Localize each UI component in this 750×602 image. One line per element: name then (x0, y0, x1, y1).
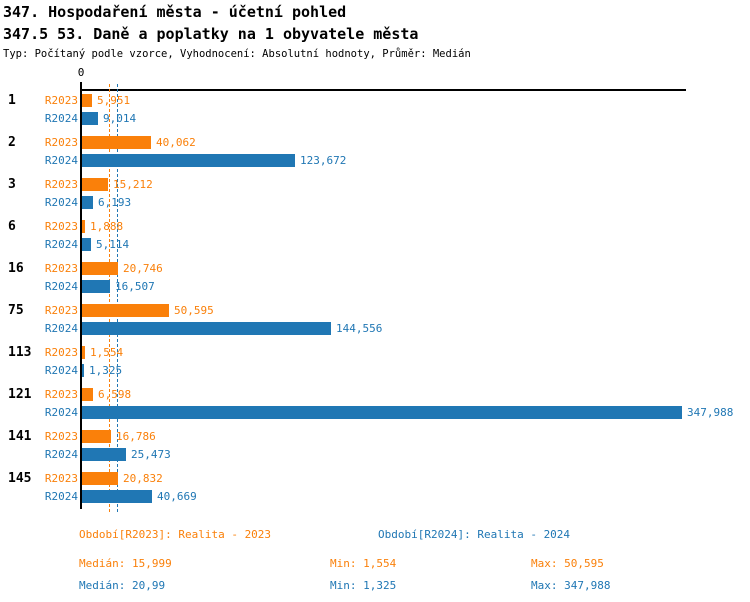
bar-r2024 (82, 490, 152, 503)
category-label: 121 (8, 387, 32, 402)
bar-value-label: 144,556 (336, 322, 383, 335)
category-label: 145 (8, 471, 32, 486)
bar-value-label: 9,014 (103, 112, 137, 125)
legend-item-r2024: Období[R2024]: Realita - 2024 (378, 528, 571, 541)
bar-r2024 (82, 280, 110, 293)
bar-r2023 (82, 178, 108, 191)
legend-item-r2023: Období[R2023]: Realita - 2023 (79, 528, 272, 541)
series-label-r2023: R2023 (44, 178, 78, 191)
bar-r2023 (82, 430, 111, 443)
series-label-r2023: R2023 (44, 346, 78, 359)
bar-value-label: 5,114 (96, 238, 130, 251)
series-label-r2024: R2024 (44, 280, 78, 293)
bar-value-label: 20,832 (123, 472, 163, 485)
bar-r2023 (82, 388, 93, 401)
report-subtitle: 347.5 53. Daně a poplatky na 1 obyvatele… (3, 25, 419, 43)
bar-r2024 (82, 406, 682, 419)
bar-r2023 (82, 346, 85, 359)
bar-r2023 (82, 262, 118, 275)
bar-r2023 (82, 136, 151, 149)
category-label: 16 (8, 261, 24, 276)
report-title: 347. Hospodaření města - účetní pohled (3, 3, 347, 21)
bar-value-label: 20,746 (123, 262, 163, 275)
series-label-r2024: R2024 (44, 448, 78, 461)
series-label-r2024: R2024 (44, 490, 78, 503)
chart-area: 347. Hospodaření města - účetní pohled 3… (3, 3, 734, 512)
y-axis-line (80, 82, 82, 509)
x-axis-line (80, 89, 686, 91)
series-label-r2023: R2023 (44, 304, 78, 317)
series-label-r2024: R2024 (44, 196, 78, 209)
bar-value-label: 5,951 (97, 94, 131, 107)
bar-value-label: 40,062 (156, 136, 196, 149)
category-label: 141 (8, 429, 32, 444)
bar-value-label: 6,193 (98, 196, 132, 209)
series-label-r2024: R2024 (44, 112, 78, 125)
median-line-r2024 (117, 84, 118, 512)
x-axis-zero-tick-label: 0 (77, 66, 85, 79)
bar-value-label: 40,669 (157, 490, 197, 503)
bar-value-label: 50,595 (174, 304, 214, 317)
series-label-r2024: R2024 (44, 364, 78, 377)
series-label-r2024: R2024 (44, 154, 78, 167)
bar-r2024 (82, 448, 126, 461)
bar-value-label: 123,672 (300, 154, 347, 167)
series-label-r2024: R2024 (44, 238, 78, 251)
stat-min-r2024: Min: 1,325 (330, 579, 397, 592)
series-label-r2023: R2023 (44, 262, 78, 275)
bar-r2023 (82, 472, 118, 485)
category-label: 3 (8, 177, 16, 192)
bar-r2024 (82, 154, 295, 167)
series-label-r2023: R2023 (44, 388, 78, 401)
series-label-r2023: R2023 (44, 136, 78, 149)
bar-r2024 (82, 364, 84, 377)
bar-r2023 (82, 94, 92, 107)
category-label: 2 (8, 135, 16, 150)
report-meta: Typ: Počítaný podle vzorce, Vyhodnocení:… (3, 48, 471, 60)
bar-value-label: 6,598 (98, 388, 132, 401)
series-label-r2023: R2023 (44, 472, 78, 485)
bar-r2024 (82, 238, 91, 251)
category-label: 1 (8, 93, 16, 108)
stat-median-r2024: Medián: 20,99 (79, 579, 166, 592)
median-line-r2023 (109, 84, 110, 512)
bar-r2024 (82, 322, 331, 335)
bar-r2023 (82, 304, 169, 317)
bar-value-label: 16,786 (116, 430, 156, 443)
category-label: 6 (8, 219, 16, 234)
stat-max-r2024: Max: 347,988 (531, 579, 611, 592)
stat-min-r2023: Min: 1,554 (330, 557, 397, 570)
series-label-r2023: R2023 (44, 220, 78, 233)
category-label: 75 (8, 303, 24, 318)
bar-value-label: 1,554 (90, 346, 124, 359)
stat-max-r2023: Max: 50,595 (531, 557, 604, 570)
bar-value-label: 16,507 (115, 280, 155, 293)
bar-value-label: 25,473 (131, 448, 171, 461)
bar-value-label: 1,325 (89, 364, 123, 377)
bar-value-label: 15,212 (113, 178, 153, 191)
bar-value-label: 1,888 (90, 220, 124, 233)
series-label-r2023: R2023 (44, 430, 78, 443)
bar-r2023 (82, 220, 85, 233)
series-label-r2024: R2024 (44, 322, 78, 335)
bar-r2024 (82, 196, 93, 209)
series-label-r2023: R2023 (44, 94, 78, 107)
category-label: 113 (8, 345, 32, 360)
stat-median-r2023: Medián: 15,999 (79, 557, 172, 570)
bar-value-label: 347,988 (687, 406, 734, 419)
bar-r2024 (82, 112, 98, 125)
series-label-r2024: R2024 (44, 406, 78, 419)
